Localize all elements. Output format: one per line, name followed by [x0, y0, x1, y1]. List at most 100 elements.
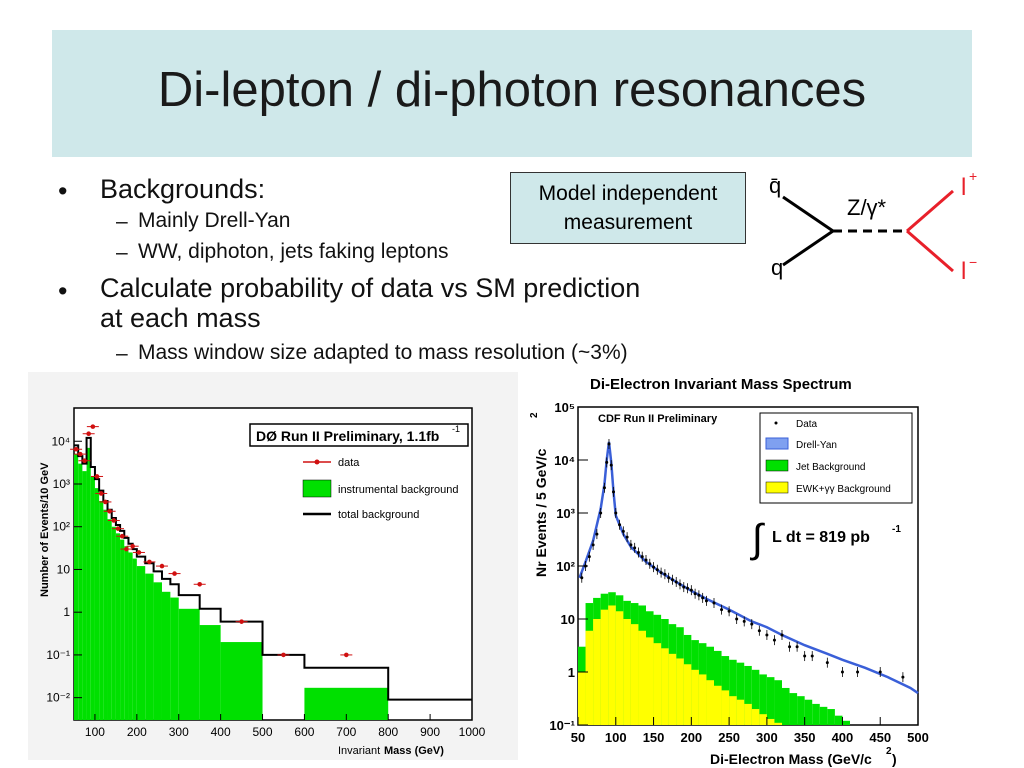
cdf-jet-bin: [729, 659, 737, 725]
cdf-jet-bin: [804, 699, 813, 725]
d0-data-point: [107, 518, 120, 523]
cdf-jet-bin: [751, 669, 760, 725]
d0-title: DØ Run II Preliminary, 1.1fb: [256, 428, 439, 444]
d0-title-sup: -1: [452, 424, 460, 434]
cdf-y-label: Nr Events / 5 GeV/c: [533, 448, 549, 577]
cdf-jet-bin: [759, 674, 767, 725]
d0-instrumental-bin: [178, 608, 200, 720]
cdf-x-label-end: ): [892, 751, 897, 767]
cdf-jet-bin: [782, 687, 790, 725]
d0-y-tick-label: 10³: [53, 477, 70, 491]
d0-y-tick-label: 10²: [53, 520, 70, 534]
cdf-ewk-bin: [714, 685, 722, 725]
cdf-data-point: [607, 439, 611, 450]
cdf-data-point: [720, 604, 724, 615]
lepton-line-bottom: [906, 229, 954, 273]
cdf-ewk-bin: [615, 611, 624, 725]
d0-data-point: [235, 619, 248, 624]
cdf-data-point: [825, 657, 829, 668]
cdf-jet-bin: [774, 680, 782, 725]
cdf-jet-bin: [797, 696, 805, 725]
bullet-backgrounds: Backgrounds:: [100, 174, 266, 204]
d0-mass-chart: 100 200 300 400 500 600 700 800 900 1000 10⁴ 10³ 10…: [39, 407, 486, 757]
d0-title-box: [249, 423, 469, 447]
d0-legend-data: data: [338, 457, 360, 469]
d0-instrumental-bin: [132, 558, 137, 720]
cdf-data-point: [735, 614, 739, 624]
d0-instrumental-bin: [136, 566, 146, 720]
d0-data-point: [74, 451, 87, 457]
d0-x-tick-label: 100: [85, 725, 105, 739]
title-band: [52, 30, 972, 157]
cdf-data-point: [795, 641, 799, 652]
d0-instrumental-bin: [120, 539, 125, 720]
lepton-plus-sup: +: [969, 168, 977, 184]
d0-data-point: [155, 563, 168, 569]
cdf-legend-dy-swatch: [765, 437, 789, 450]
cdf-jet-bin: [736, 662, 745, 725]
cdf-ewk-bin: [661, 648, 669, 725]
cdf-legend-jet-swatch: [765, 459, 789, 472]
cdf-data-point: [612, 486, 616, 497]
quark-line-top: [782, 195, 834, 233]
d0-y-tick-label: 10⁻¹: [46, 648, 70, 662]
cdf-ewk-bin: [766, 718, 775, 725]
cdf-x-tick-label: 400: [832, 730, 854, 745]
lepton-minus-sup: −: [969, 254, 977, 270]
cdf-data-point: [689, 585, 693, 596]
cdf-ewk-bin: [774, 722, 782, 725]
d0-instrumental-bin: [170, 597, 179, 720]
d0-x-tick-label: 200: [127, 725, 147, 739]
cdf-data-point: [757, 625, 761, 636]
cdf-y-tick-label: 10⁵: [554, 400, 575, 415]
d0-data-point: [116, 533, 129, 539]
callout-line-1: Model independent: [538, 182, 718, 205]
cdf-legend-data: Data: [796, 419, 818, 430]
cdf-ewk-bin: [759, 714, 767, 725]
cdf-data-point: [663, 569, 667, 580]
cdf-y-label-sup: 2: [529, 412, 540, 418]
cdf-ewk-bin: [751, 709, 760, 725]
d0-data-point: [91, 474, 104, 479]
cdf-title: Di-Electron Invariant Mass Spectrum: [590, 376, 852, 393]
cdf-data-point: [704, 595, 708, 606]
dash-mark: –: [116, 210, 128, 233]
d0-data-point: [193, 581, 206, 587]
cdf-ewk-bin: [683, 664, 692, 725]
callout-line-2: measurement: [563, 211, 693, 234]
d0-y-tick-label: 10⁻²: [46, 691, 70, 705]
cdf-data-point: [599, 508, 603, 518]
lepton-line-top: [906, 189, 954, 233]
cdf-data-point: [614, 508, 618, 518]
cdf-data-point: [788, 641, 792, 652]
d0-data-point: [340, 652, 353, 658]
cdf-legend-data-marker: [774, 421, 778, 425]
bullet-probability: Calculate probability of data vs SM pred…: [100, 273, 641, 303]
cdf-data-point: [621, 526, 625, 537]
cdf-data-point: [609, 460, 613, 471]
cdf-data-point: [780, 629, 784, 640]
d0-data-point: [70, 446, 83, 452]
cdf-x-tick-label: 200: [680, 730, 702, 745]
d0-instrumental-bin: [99, 500, 104, 720]
d0-data-point: [78, 458, 91, 464]
d0-data-point: [168, 571, 181, 576]
d0-data-point: [111, 526, 124, 531]
cdf-ewk-bin: [585, 630, 594, 725]
cdf-lumi-sup: -1: [892, 524, 901, 535]
cdf-y-tick-label: 1: [568, 665, 575, 680]
d0-instrumental-bin: [103, 509, 108, 720]
d0-data-point: [277, 652, 290, 658]
cdf-legend-ewk: EWK+γγ Background: [796, 484, 891, 495]
cdf-data-point: [625, 532, 629, 543]
cdf-lumi: L dt = 819 pb: [772, 529, 870, 546]
cdf-jet-bin: [789, 693, 798, 725]
d0-instrumental-bin: [111, 526, 116, 720]
d0-legend-instrumental-swatch: [302, 479, 332, 498]
cdf-data-point: [878, 667, 882, 677]
cdf-legend-jet: Jet Background: [796, 462, 866, 473]
d0-y-label: Number of Events/10 GeV: [39, 462, 51, 597]
d0-instrumental-bin: [82, 471, 87, 720]
sub-bullet-ww: WW, diphoton, jets faking leptons: [138, 240, 449, 263]
cdf-data-point: [678, 579, 682, 590]
